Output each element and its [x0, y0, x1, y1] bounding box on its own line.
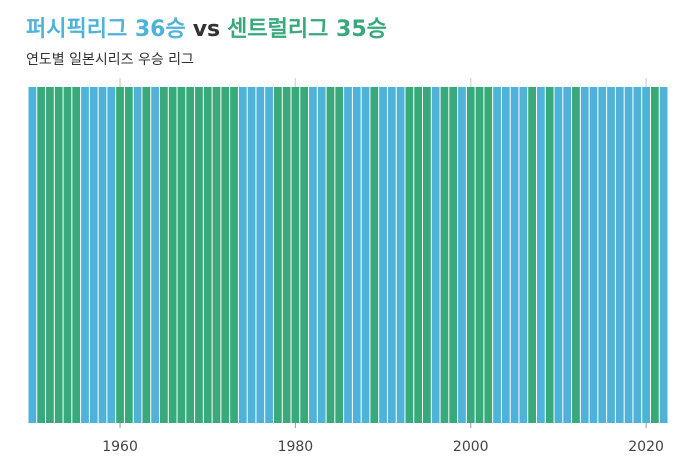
bar — [195, 87, 203, 423]
bar — [458, 87, 466, 423]
bar — [387, 87, 396, 423]
bar — [212, 87, 221, 423]
bar — [580, 87, 589, 423]
bar — [361, 87, 370, 423]
bar — [151, 87, 160, 423]
bar — [46, 87, 54, 423]
bar — [238, 87, 247, 423]
bar — [563, 87, 572, 423]
bar — [659, 87, 668, 423]
bar — [265, 87, 273, 423]
bar — [510, 87, 519, 423]
bar — [475, 87, 484, 423]
bar — [63, 87, 72, 423]
bar — [160, 87, 168, 423]
bar — [607, 87, 615, 423]
bar — [572, 87, 580, 423]
bar — [484, 87, 493, 423]
bar — [89, 87, 98, 423]
bar — [335, 87, 344, 423]
bar — [107, 87, 116, 423]
bar — [256, 87, 265, 423]
bar — [28, 87, 37, 423]
bar — [54, 87, 63, 423]
bar — [642, 87, 650, 423]
bar — [133, 87, 142, 423]
bar — [124, 87, 133, 423]
bar — [589, 87, 598, 423]
bar — [536, 87, 545, 423]
bar — [598, 87, 607, 423]
bar — [177, 87, 186, 423]
bar — [466, 87, 475, 423]
bar — [291, 87, 300, 423]
bar — [317, 87, 326, 423]
bar — [370, 87, 379, 423]
bar — [273, 87, 282, 423]
bar — [431, 87, 440, 423]
bar — [282, 87, 291, 423]
x-tick-label: 2020 — [628, 439, 664, 455]
bar — [300, 87, 309, 423]
bar — [344, 87, 352, 423]
bar — [142, 87, 151, 423]
bar — [379, 87, 387, 423]
bar — [116, 87, 124, 423]
x-tick-label: 1960 — [102, 439, 138, 455]
bar — [37, 87, 46, 423]
x-tick-label: 1980 — [278, 439, 314, 455]
bar — [423, 87, 431, 423]
bar — [650, 87, 659, 423]
title-part: vs — [193, 17, 220, 42]
bar — [414, 87, 423, 423]
bar — [449, 87, 458, 423]
bar — [528, 87, 536, 423]
title-part: 센트럴리그 35승 — [227, 17, 387, 42]
bar — [230, 87, 238, 423]
bar — [501, 87, 510, 423]
bar — [221, 87, 230, 423]
x-tick-label: 2000 — [453, 439, 489, 455]
bar — [309, 87, 317, 423]
bar — [72, 87, 81, 423]
bar — [168, 87, 177, 423]
chart-subtitle: 연도별 일본시리즈 우승 리그 — [26, 52, 194, 68]
bar — [81, 87, 89, 423]
bar — [326, 87, 335, 423]
bar — [98, 87, 107, 423]
bar — [405, 87, 414, 423]
bar — [186, 87, 195, 423]
bar — [440, 87, 449, 423]
bar — [545, 87, 554, 423]
bar — [519, 87, 528, 423]
bar — [396, 87, 405, 423]
bar — [633, 87, 642, 423]
bar — [493, 87, 501, 423]
chart-title: 퍼시픽리그 36승 vs 센트럴리그 35승 — [26, 17, 387, 42]
title-part: 퍼시픽리그 36승 — [26, 17, 186, 42]
bar — [615, 87, 624, 423]
bar — [352, 87, 361, 423]
bar — [554, 87, 563, 423]
bar — [247, 87, 256, 423]
bar — [203, 87, 212, 423]
bar — [624, 87, 633, 423]
